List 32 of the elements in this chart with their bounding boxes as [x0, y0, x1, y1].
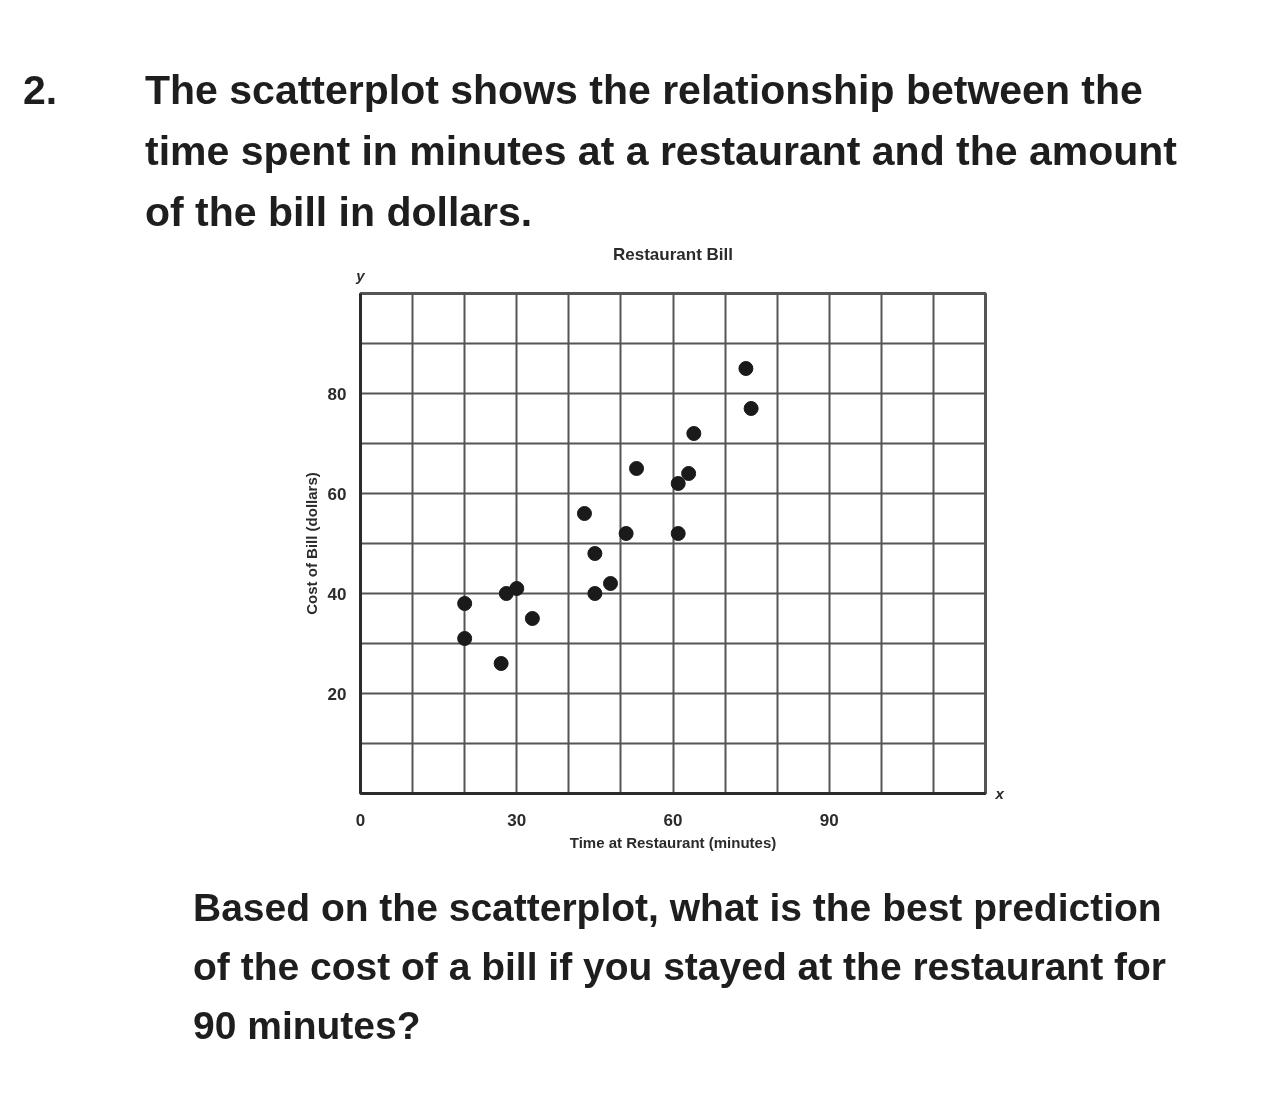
text: Based on the scatterplot, what is the best prediction of the cost of a bill if you stayed at the restaurant for 90 minutes? — [192, 885, 1167, 1049]
point — [686, 426, 702, 441]
point — [738, 361, 754, 376]
point — [587, 586, 603, 601]
text: x — [994, 785, 1005, 802]
point — [670, 526, 686, 541]
point — [509, 581, 525, 596]
y-tick-label: 60 — [327, 484, 347, 504]
text: 2. The scatterplot shows the relationship between the time spent in minutes at a restaurant and the amount of the bill in dollars. — [23, 67, 1178, 235]
x-tick-label: 0 — [355, 810, 366, 830]
point — [457, 596, 473, 611]
point — [524, 611, 540, 626]
point — [587, 546, 603, 561]
point — [681, 466, 697, 481]
y-axis-title: Cost of Bill (dollars) — [302, 472, 320, 615]
point — [670, 476, 686, 491]
chart-title: Restaurant Bill — [613, 244, 733, 264]
point — [576, 506, 592, 521]
point — [457, 631, 473, 646]
y-tick-label: 40 — [327, 584, 347, 604]
point — [743, 401, 759, 416]
point — [629, 461, 645, 476]
text: y — [355, 266, 366, 284]
x-tick-label: 90 — [819, 810, 839, 830]
point — [493, 656, 509, 671]
y-tick-label: 20 — [327, 684, 347, 704]
point — [618, 526, 634, 541]
x-tick-label: 60 — [663, 810, 683, 830]
y-tick-label: 80 — [327, 384, 347, 404]
x-axis-title: Time at Restaurant (minutes) — [569, 833, 777, 851]
x-tick-label: 30 — [507, 810, 527, 830]
point — [603, 576, 618, 591]
